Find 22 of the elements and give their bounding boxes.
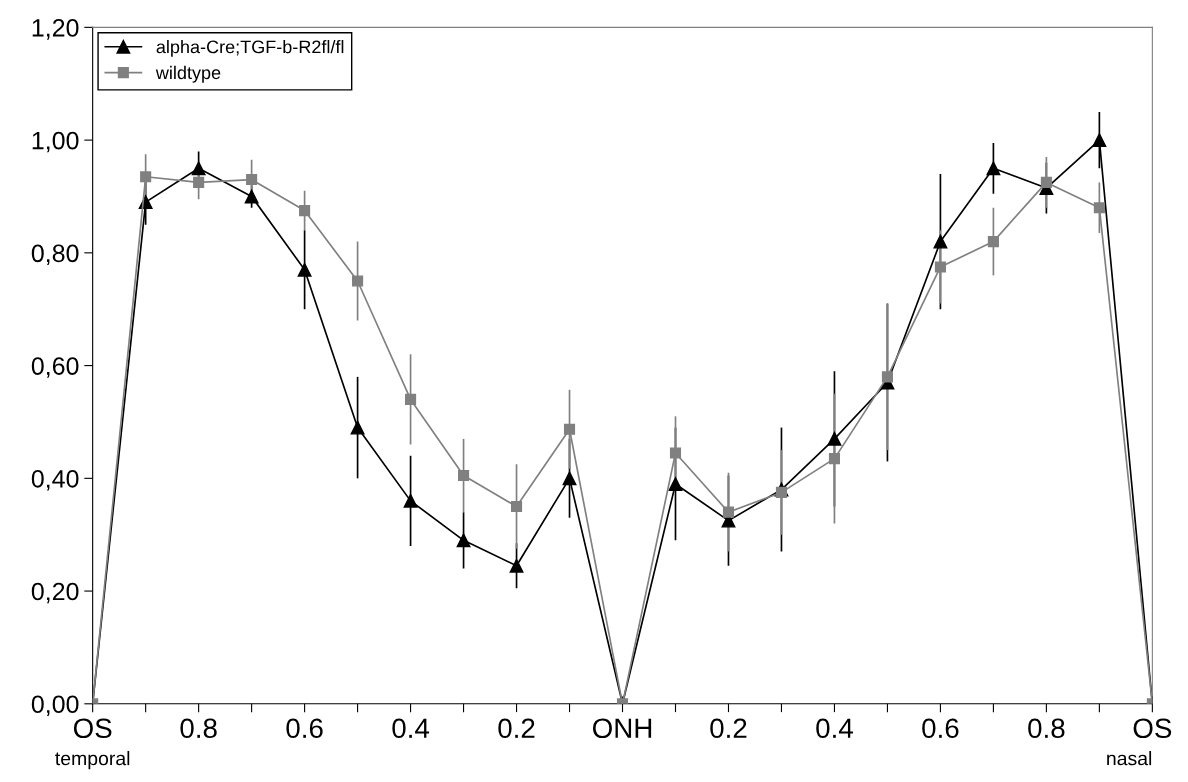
x-tick-label: ONH [592,718,652,739]
y-tick-label: 0,40 [31,469,79,491]
x-tick-label: 0.2 [498,718,535,739]
y-tick-label: 0,80 [31,244,79,266]
y-tick-label: 0,20 [31,582,79,604]
text: temporal [55,751,130,770]
legend-label: alpha-Cre;TGF-b-R2fl/fl [156,40,344,57]
legend-label: wildtype [155,65,221,83]
y-tick-label: 1,20 [32,18,79,40]
x-tick-label: 0.4 [816,718,853,739]
x-tick-label: OS [1133,718,1172,739]
y-tick-label: 0,00 [31,695,79,717]
x-tick-label: 0.6 [922,718,959,739]
x-tick-label: 0.6 [286,718,323,739]
x-tick-label: 0.4 [392,718,430,739]
x-tick-label: 0.8 [180,718,217,739]
text: nasal [1107,751,1152,766]
x-tick-label: OS [73,718,112,739]
x-tick-label: 0.8 [1028,718,1065,739]
x-tick-label: 0.2 [710,718,747,739]
y-tick-label: 1,00 [32,131,79,153]
y-tick-label: 0,60 [31,357,79,378]
